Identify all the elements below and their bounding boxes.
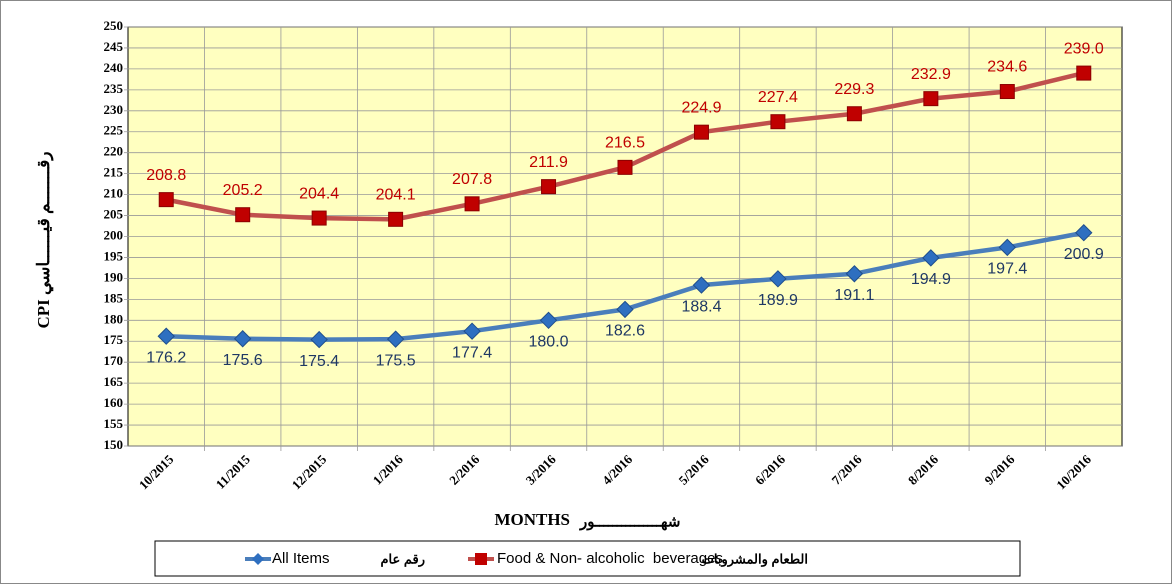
value-label: 188.4 (681, 298, 721, 315)
value-label: 208.8 (146, 167, 186, 184)
x-axis-label-ar: شهـــــــــــــــور (579, 514, 680, 530)
legend-label-ar: الطعام والمشروبات (702, 551, 808, 567)
y-tick-label: 225 (104, 123, 124, 138)
y-tick-label: 220 (104, 144, 124, 159)
marker (388, 211, 404, 227)
value-label: 182.6 (605, 323, 645, 340)
value-label: 216.5 (605, 135, 645, 152)
marker (386, 330, 405, 348)
value-label: 175.4 (299, 353, 339, 370)
y-tick-label: 250 (104, 18, 124, 33)
value-label: 239.0 (1064, 40, 1104, 57)
y-tick-label: 245 (104, 39, 124, 54)
marker (846, 106, 862, 122)
legend-label-ar: رقم عام (380, 551, 425, 567)
value-label: 197.4 (987, 261, 1027, 278)
legend-label: Food & Non- alcoholic beverages (497, 550, 723, 567)
marker (157, 327, 175, 345)
x-axis-label: MONTHS (494, 510, 570, 529)
y-tick-label: 190 (104, 269, 124, 284)
y-tick-label: 240 (104, 60, 124, 75)
y-tick-label: 195 (104, 248, 124, 263)
value-label: 177.4 (452, 344, 492, 361)
marker (1075, 224, 1093, 242)
value-label: 234.6 (987, 59, 1027, 76)
legend-marker (252, 553, 264, 565)
legend (154, 540, 1021, 577)
marker (235, 207, 251, 223)
y-axis-label: CPI رقـــــــم قيــــــاسي (34, 151, 54, 328)
marker (464, 196, 480, 212)
y-tick-label: 235 (104, 81, 124, 96)
legend-marker (475, 553, 487, 565)
marker (693, 124, 709, 140)
marker (233, 330, 252, 348)
value-label: 224.9 (681, 99, 721, 116)
marker (922, 249, 940, 267)
value-label: 227.4 (758, 89, 798, 106)
value-label: 207.8 (452, 171, 492, 188)
value-label: 180.0 (529, 334, 569, 351)
value-label: 200.9 (1064, 246, 1104, 263)
marker (617, 159, 633, 175)
marker (311, 210, 327, 226)
marker (463, 322, 481, 340)
value-label: 194.9 (911, 271, 951, 288)
marker (770, 114, 786, 130)
y-tick-label: 180 (104, 311, 124, 326)
marker (692, 276, 711, 294)
y-tick-label: 210 (104, 186, 124, 201)
value-label: 229.3 (834, 81, 874, 98)
value-label: 191.1 (834, 287, 874, 304)
marker (998, 238, 1017, 257)
value-label: 175.5 (376, 352, 416, 369)
marker (541, 179, 557, 195)
y-tick-label: 185 (104, 290, 124, 305)
y-tick-label: 200 (104, 227, 124, 242)
value-label: 175.6 (223, 352, 263, 369)
y-tick-label: 150 (104, 437, 124, 452)
marker (539, 311, 558, 330)
marker (769, 270, 787, 288)
y-tick-label: 230 (104, 102, 124, 117)
y-tick-label: 215 (104, 165, 124, 180)
y-tick-label: 165 (104, 374, 124, 389)
y-tick-label: 160 (104, 395, 124, 410)
y-tick-label: 170 (104, 353, 124, 368)
value-label: 176.2 (146, 349, 186, 366)
value-label: 204.4 (299, 185, 339, 202)
marker (616, 300, 634, 319)
legend-label: All Items (272, 550, 330, 567)
marker (158, 192, 174, 208)
marker (845, 265, 864, 283)
y-tick-label: 155 (104, 416, 124, 431)
value-label: 232.9 (911, 66, 951, 83)
marker (999, 84, 1015, 100)
y-tick-label: 175 (104, 332, 124, 347)
value-label: 189.9 (758, 292, 798, 309)
marker (1076, 65, 1092, 81)
y-tick-label: 205 (104, 207, 124, 222)
value-label: 211.9 (529, 154, 568, 171)
marker (310, 330, 328, 349)
value-label: 204.1 (376, 187, 416, 204)
value-label: 205.2 (223, 182, 263, 199)
marker (923, 91, 939, 107)
